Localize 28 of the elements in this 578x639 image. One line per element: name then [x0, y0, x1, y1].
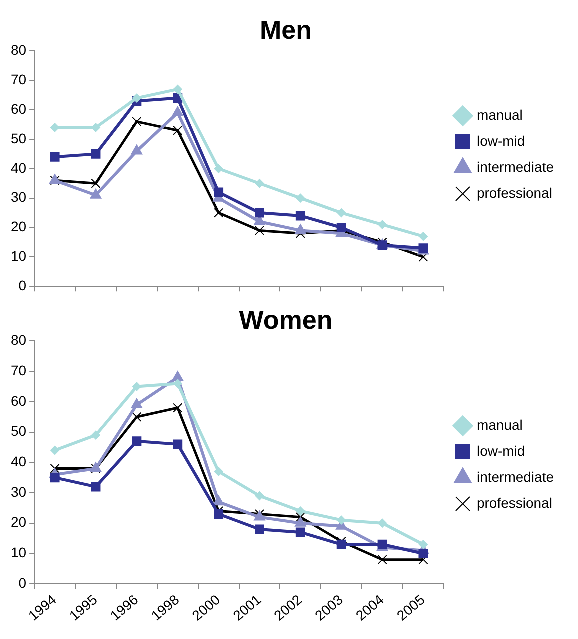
legend-label: manual: [476, 416, 523, 433]
y-tick-label: 20: [10, 514, 27, 530]
y-tick-label: 40: [10, 160, 27, 176]
legend-label: manual: [476, 106, 523, 123]
y-tick-label: 80: [10, 332, 27, 348]
legend-label: low-mid: [476, 442, 526, 459]
y-tick-label: 10: [10, 248, 27, 264]
y-tick-label: 60: [10, 392, 27, 409]
legend-label: low-mid: [476, 132, 526, 149]
y-tick-label: 50: [10, 423, 27, 440]
y-tick-label: 30: [10, 189, 27, 206]
y-tick-label: 70: [10, 71, 27, 88]
y-tick-label: 40: [10, 454, 27, 470]
y-tick-label: 30: [10, 484, 27, 500]
y-tick-label: 50: [10, 130, 27, 146]
y-tick-label: 0: [18, 277, 27, 294]
legend-label: professional: [476, 494, 552, 511]
y-tick-label: 70: [10, 362, 27, 378]
y-tick-label: 0: [18, 574, 27, 591]
legend-label: professional: [476, 184, 552, 201]
y-tick-label: 10: [10, 544, 27, 561]
legend-label: intermediate: [476, 468, 554, 485]
chart-title: Women: [239, 304, 333, 335]
chart-title: Men: [260, 14, 312, 45]
legend-label: intermediate: [476, 158, 554, 175]
y-tick-label: 20: [10, 218, 27, 235]
y-tick-label: 60: [10, 100, 27, 117]
y-tick-label: 80: [10, 42, 27, 58]
